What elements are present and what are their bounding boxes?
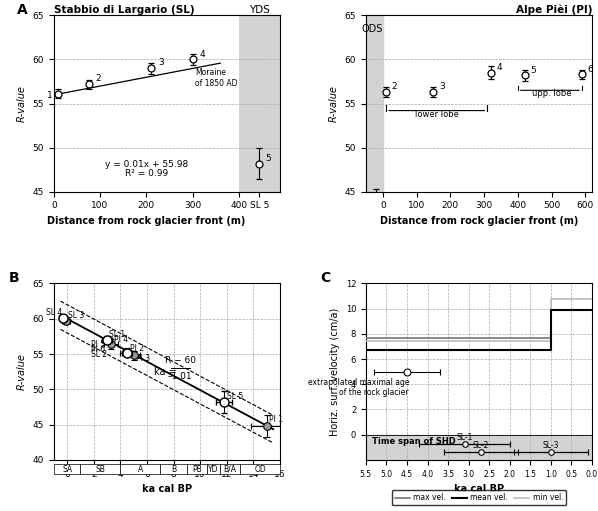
Text: Time span of SHD: Time span of SHD <box>372 436 456 446</box>
Text: PI 3: PI 3 <box>136 354 151 363</box>
Text: upp. lobe: upp. lobe <box>532 89 571 99</box>
Text: 1: 1 <box>47 91 53 100</box>
X-axis label: ka cal BP: ka cal BP <box>454 484 504 494</box>
min vel. <box>547 295 554 301</box>
Text: y = 0.01x + 55.98: y = 0.01x + 55.98 <box>105 160 188 169</box>
Line: min vel.: min vel. <box>366 298 592 341</box>
X-axis label: Distance from rock glacier front (m): Distance from rock glacier front (m) <box>380 216 578 226</box>
Text: 3: 3 <box>158 58 164 67</box>
Text: ODS: ODS <box>362 24 383 34</box>
Text: PI 4: PI 4 <box>114 335 128 344</box>
Text: OD: OD <box>254 464 266 474</box>
Text: PI 1: PI 1 <box>269 415 283 425</box>
mean vel. <box>362 347 370 353</box>
Text: ka =: ka = <box>154 367 180 377</box>
Text: 5: 5 <box>265 154 271 162</box>
max vel. <box>588 307 596 313</box>
Bar <box>240 464 280 474</box>
Text: 6: 6 <box>587 65 593 74</box>
min vel. <box>588 295 596 301</box>
Bar <box>160 464 187 474</box>
Text: C: C <box>321 271 331 285</box>
Title: YDS: YDS <box>249 5 270 14</box>
Text: SB: SB <box>96 464 105 474</box>
Text: SL 3: SL 3 <box>68 311 84 320</box>
Text: PI 5: PI 5 <box>91 340 105 349</box>
Text: SL-3: SL-3 <box>542 441 559 450</box>
Text: R² = 0.99: R² = 0.99 <box>125 169 168 178</box>
Text: –1.01: –1.01 <box>168 371 193 381</box>
Text: B: B <box>8 271 19 285</box>
Legend: max vel., mean vel., min vel.: max vel., mean vel., min vel. <box>392 491 566 505</box>
Bar <box>54 464 80 474</box>
Text: 4: 4 <box>496 63 502 72</box>
X-axis label: Distance from rock glacier front (m): Distance from rock glacier front (m) <box>47 216 246 226</box>
Text: SL 4: SL 4 <box>45 308 62 316</box>
mean vel. <box>547 347 554 353</box>
Bar <box>187 464 207 474</box>
Text: A: A <box>17 3 28 17</box>
Text: SL 2: SL 2 <box>91 350 107 359</box>
Line: mean vel.: mean vel. <box>366 310 592 350</box>
Text: extrapolated maximal age
of the rock glacier: extrapolated maximal age of the rock gla… <box>307 378 409 398</box>
max vel. <box>362 335 370 341</box>
Y-axis label: R-value: R-value <box>17 353 27 390</box>
Text: 5: 5 <box>530 65 536 75</box>
mean vel. <box>547 307 554 313</box>
Text: 2: 2 <box>392 82 397 91</box>
Y-axis label: R-value: R-value <box>329 85 339 122</box>
Bar <box>80 464 120 474</box>
Y-axis label: R-value: R-value <box>17 85 27 122</box>
Text: 2: 2 <box>96 75 101 83</box>
Text: Moraine
of 1850 AD: Moraine of 1850 AD <box>195 68 237 88</box>
Bar <box>366 15 383 192</box>
Bar <box>120 464 160 474</box>
Text: A: A <box>138 464 143 474</box>
Text: lower lobe: lower lobe <box>415 110 459 119</box>
Text: PI 2: PI 2 <box>130 343 144 353</box>
Y-axis label: Horiz. surf. velocity (cm/a): Horiz. surf. velocity (cm/a) <box>330 308 340 436</box>
Bar <box>207 464 220 474</box>
Text: YD: YD <box>208 464 219 474</box>
max vel. <box>547 335 554 341</box>
Text: SL-2: SL-2 <box>473 441 489 450</box>
Text: R − 60: R − 60 <box>164 356 196 365</box>
Line: max vel.: max vel. <box>366 310 592 338</box>
Text: PB: PB <box>192 464 202 474</box>
Text: B: B <box>171 464 176 474</box>
min vel. <box>547 338 554 344</box>
X-axis label: ka cal BP: ka cal BP <box>142 484 192 494</box>
Text: Alpe Pièi (PI): Alpe Pièi (PI) <box>515 4 592 14</box>
Text: 4: 4 <box>200 50 205 59</box>
Text: B/A: B/A <box>224 464 237 474</box>
min vel. <box>362 338 370 344</box>
Bar <box>366 435 592 460</box>
mean vel. <box>588 307 596 313</box>
Text: SL-1: SL-1 <box>456 433 473 442</box>
Text: 3: 3 <box>439 82 445 91</box>
Text: Stabbio di Largario (SL): Stabbio di Largario (SL) <box>54 5 194 14</box>
Text: 1: 1 <box>0 510 1 511</box>
Text: SL 1: SL 1 <box>109 330 125 339</box>
max vel. <box>547 307 554 313</box>
Text: PI 6: PI 6 <box>91 345 105 354</box>
Text: SA: SA <box>62 464 72 474</box>
Text: SL 5: SL 5 <box>227 391 243 401</box>
Bar <box>220 464 240 474</box>
